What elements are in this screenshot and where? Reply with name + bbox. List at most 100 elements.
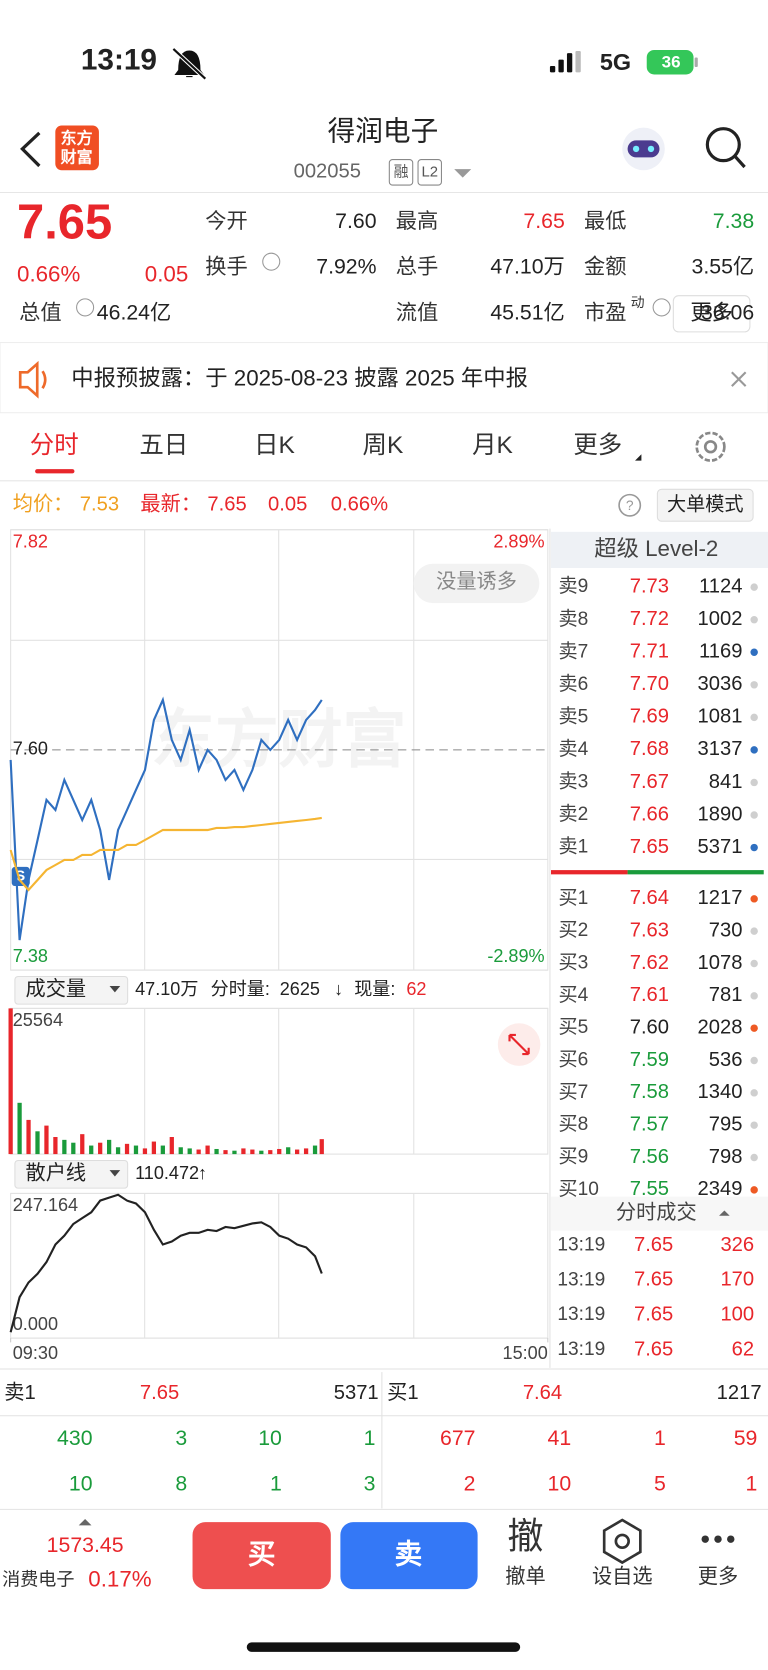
- book-label: 卖7: [558, 640, 588, 662]
- book-dot: [750, 615, 758, 624]
- tab[interactable]: 日K: [254, 432, 295, 459]
- field-value: 45.51亿: [490, 300, 564, 324]
- y-tick-label: 7.82: [13, 531, 48, 551]
- close-button[interactable]: [731, 371, 747, 387]
- expand-button[interactable]: [497, 1023, 541, 1066]
- tab[interactable]: 更多: [573, 431, 622, 459]
- notice-text: 中报预披露：于 2025-08-23 披露 2025 年中报: [71, 366, 528, 391]
- dropdown-caret[interactable]: [454, 169, 472, 178]
- dropdown-caret: [109, 1170, 121, 1177]
- speaker-icon: [18, 360, 47, 399]
- buy-button[interactable]: [192, 1522, 331, 1590]
- book-label: 卖5: [558, 705, 588, 727]
- volume-bar: [259, 1150, 264, 1155]
- mode-button[interactable]: [656, 488, 754, 522]
- book-label: 买5: [558, 1017, 588, 1038]
- more-button[interactable]: [672, 295, 751, 333]
- notice-bar[interactable]: [0, 341, 768, 414]
- book-label: 买3: [558, 953, 588, 974]
- trade-price: 7.65: [634, 1303, 673, 1325]
- book-dot: [750, 1089, 758, 1097]
- tab[interactable]: 分时: [30, 431, 79, 459]
- search-button[interactable]: [705, 127, 746, 169]
- volume-label: 分时量:: [211, 979, 270, 999]
- volume-bar: [17, 1102, 22, 1155]
- dropdown-text[interactable]: 散户线: [26, 1162, 87, 1185]
- signal-badge[interactable]: [413, 563, 540, 604]
- volume-bar: [124, 1143, 130, 1155]
- book-label: 卖9: [558, 575, 588, 597]
- field-value: 36.06: [701, 300, 754, 324]
- watch-icon[interactable]: [602, 1518, 642, 1565]
- sell-text[interactable]: 卖: [395, 1538, 423, 1569]
- tab[interactable]: 五日: [139, 432, 188, 459]
- book-label: 卖8: [558, 608, 588, 630]
- index-value: 1573.45: [47, 1533, 124, 1557]
- last-price: 7.65: [17, 195, 112, 249]
- book-dot: [750, 992, 758, 1000]
- indicator-dropdown[interactable]: [14, 975, 129, 1005]
- logo-text: 东方: [61, 129, 93, 148]
- more-text[interactable]: 更多: [698, 1565, 738, 1588]
- retail-value: 110.472: [135, 1163, 199, 1183]
- trade-time: 13:19: [557, 1304, 605, 1325]
- sell-button[interactable]: [340, 1522, 478, 1590]
- order-price: 7.64: [523, 1382, 562, 1404]
- field-label: 今开: [205, 209, 248, 233]
- volume-arrow: ↓: [334, 979, 343, 999]
- queue-volume: 1: [364, 1426, 376, 1450]
- indicator-dropdown[interactable]: [14, 1159, 129, 1189]
- cancel-icon[interactable]: 撤: [507, 1516, 543, 1557]
- back-button[interactable]: [20, 131, 41, 168]
- book-price: 7.62: [630, 952, 669, 974]
- trades-header: [551, 1196, 768, 1231]
- book-price: 7.56: [630, 1146, 669, 1168]
- mode-text[interactable]: 大单模式: [667, 493, 744, 515]
- tag: [417, 159, 442, 186]
- assistant-avatar[interactable]: [622, 127, 665, 171]
- tag-text: 融: [394, 163, 409, 180]
- x-tick-label: 15:00: [503, 1343, 548, 1363]
- field-value: 7.38: [713, 209, 754, 233]
- avg-label: 均价：: [13, 493, 74, 516]
- volume-bar: [178, 1147, 183, 1155]
- book-dot: [750, 583, 758, 591]
- book-label: 买6: [558, 1050, 588, 1071]
- book-volume: 795: [709, 1114, 743, 1136]
- buy-text[interactable]: 买: [248, 1538, 276, 1569]
- tab[interactable]: 月K: [472, 432, 513, 459]
- index-caret: [78, 1518, 92, 1526]
- watch-text[interactable]: 设自选: [592, 1565, 653, 1588]
- volume-bar: [62, 1139, 67, 1155]
- trade-time: 13:19: [557, 1339, 605, 1360]
- volume-bar: [26, 1119, 31, 1155]
- more-text[interactable]: 更多: [690, 300, 733, 324]
- tab-underline: [35, 469, 75, 474]
- settings-button[interactable]: [695, 431, 726, 462]
- book-dot: [750, 811, 758, 819]
- trades-title: 分时成交: [616, 1201, 697, 1224]
- field-label: 总值: [19, 300, 62, 324]
- dropdown-text[interactable]: 成交量: [26, 978, 87, 1001]
- volume-bar: [205, 1145, 210, 1155]
- avg-value: 7.53: [80, 494, 119, 516]
- volume-bar: [286, 1147, 291, 1155]
- volume-bar: [35, 1131, 40, 1155]
- tab[interactable]: 周K: [363, 432, 404, 459]
- trade-price: 7.65: [634, 1269, 673, 1291]
- book-dot: [750, 927, 758, 935]
- order-label: 买1: [387, 1382, 418, 1404]
- volume-bar: [160, 1145, 165, 1155]
- cancel-text[interactable]: 撤单: [505, 1565, 545, 1588]
- help-icon[interactable]: ?: [618, 493, 642, 517]
- volume-bar: [115, 1147, 121, 1155]
- book-dot: [750, 843, 758, 852]
- ask-bid-bar: [551, 870, 628, 875]
- more-icon[interactable]: [701, 1535, 735, 1543]
- book-label: 卖3: [558, 771, 588, 793]
- book-dot: [750, 1186, 758, 1194]
- signal-text[interactable]: 没量诱多: [436, 570, 517, 593]
- book-price: 7.72: [630, 608, 669, 630]
- volume-bar: [80, 1134, 85, 1155]
